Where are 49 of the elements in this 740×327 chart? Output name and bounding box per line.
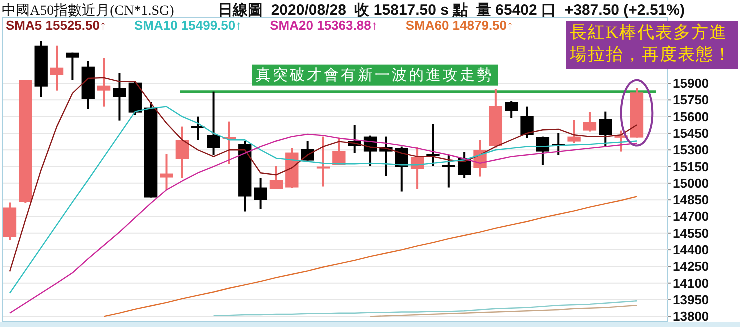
y-tick-label: 13950 [673, 292, 710, 308]
candlestick [254, 177, 268, 210]
y-tick-label: 14700 [673, 209, 710, 224]
candlestick [599, 110, 612, 148]
text: SMA60 14879.50↑ [406, 18, 514, 33]
line-series [9, 106, 638, 294]
candlestick [192, 116, 205, 142]
candlestick [316, 136, 330, 188]
y-tick-label: 15450 [673, 126, 710, 141]
candlestick [583, 111, 597, 133]
y-tick-label: 15000 [673, 176, 710, 191]
y-tick-label: 15750 [673, 92, 710, 108]
candlestick [426, 123, 440, 168]
y-tick-label: 13800 [673, 309, 710, 324]
candlestick [410, 146, 424, 190]
candlestick [97, 57, 111, 108]
candlestick [207, 90, 220, 156]
line-series [9, 134, 638, 314]
text: SMA10 15499.50↑ [134, 18, 242, 33]
y-tick-label: 15150 [673, 159, 710, 174]
candlestick [113, 72, 126, 122]
y-tick-label: 15300 [673, 142, 710, 158]
annotation: 長紅K棒代表多方進場拉抬，再度表態！ [569, 23, 732, 64]
y-tick-label: 14400 [673, 242, 710, 258]
candlestick [176, 126, 190, 180]
chart-title: 中國A50指數近月(CN*1.SG) [2, 3, 175, 19]
candlestick [332, 136, 346, 166]
line-series [103, 196, 638, 318]
y-tick-label: 14550 [673, 226, 710, 241]
chart-subtitle: 日線圖 2020/08/28 收 15817.50 s 點 量 65402 口 +387.50 (+2.51%) [218, 2, 685, 19]
text: SMA5 15525.50↑ [6, 18, 106, 33]
ref-line-label: 真突破才會有新一波的進攻走勢 [256, 66, 494, 84]
y-tick-label: 14850 [673, 192, 710, 208]
candlestick [66, 52, 80, 82]
candlestick [160, 153, 174, 192]
candlestick [270, 165, 284, 190]
candlestick [536, 136, 550, 166]
text: SMA20 15363.88↑ [270, 18, 378, 33]
line-series [213, 300, 638, 316]
candlestick [50, 44, 64, 92]
candlestick [568, 119, 581, 144]
y-tick-label: 15900 [673, 76, 710, 92]
candlestick [520, 106, 534, 140]
candlestick [505, 100, 518, 120]
line-series [370, 304, 638, 318]
y-tick-label: 14250 [673, 259, 710, 274]
y-tick-label: 14100 [673, 276, 710, 291]
candlestick [442, 154, 456, 189]
y-tick-label: 15600 [673, 109, 710, 124]
